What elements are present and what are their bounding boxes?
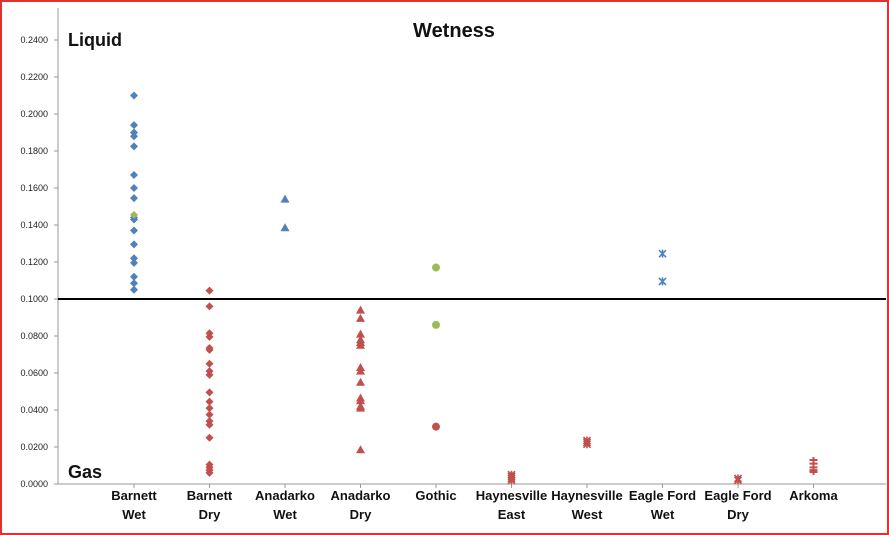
- data-point-diamond: [205, 359, 214, 368]
- data-point-triangle: [356, 313, 365, 322]
- liquid-label: Liquid: [68, 30, 122, 50]
- data-point-diamond: [205, 433, 214, 442]
- x-category-label: West: [572, 507, 603, 522]
- data-point-triangle: [356, 377, 365, 386]
- data-points: [58, 91, 886, 485]
- data-point-diamond: [130, 210, 138, 219]
- x-category-label: Haynesville: [476, 488, 548, 503]
- data-point-diamond: [130, 226, 138, 235]
- data-point-diamond: [205, 468, 214, 477]
- x-category-label: East: [498, 507, 526, 522]
- data-point-triangle: [280, 223, 290, 232]
- data-point-diamond: [205, 410, 214, 419]
- x-category-label: Barnett: [187, 488, 233, 503]
- data-point-diamond: [130, 272, 138, 281]
- data-point-diamond: [130, 142, 138, 151]
- data-point-diamond: [130, 285, 138, 294]
- data-point-triangle: [356, 366, 365, 375]
- data-point-star: [733, 476, 743, 485]
- data-point-diamond: [205, 286, 214, 295]
- y-tick-label: 0.1200: [20, 257, 48, 267]
- data-point-triangle: [280, 194, 290, 203]
- data-point-diamond: [130, 194, 138, 203]
- y-tick-label: 0.0400: [20, 405, 48, 415]
- data-point-diamond: [130, 91, 138, 100]
- data-point-diamond: [205, 420, 214, 429]
- y-tick-label: 0.0800: [20, 331, 48, 341]
- y-tick-label: 0.2200: [20, 72, 48, 82]
- data-point-diamond: [205, 404, 214, 413]
- y-tick-label: 0.1000: [20, 294, 48, 304]
- data-point-triangle: [356, 445, 365, 454]
- data-point-star: [582, 440, 592, 449]
- y-tick-label: 0.2400: [20, 35, 48, 45]
- data-point-circle: [432, 320, 440, 329]
- x-axis: Barnett Wet Barnett Dry Anadarko Wet Anadarko D…: [58, 483, 886, 522]
- data-point-star: [507, 476, 516, 485]
- data-point-diamond: [205, 345, 214, 354]
- x-category-label: Barnett: [111, 488, 157, 503]
- data-point-diamond: [130, 240, 138, 249]
- gas-label: Gas: [68, 462, 102, 482]
- data-point-diamond: [130, 258, 138, 267]
- data-point-diamond: [205, 397, 214, 406]
- y-tick-label: 0.2000: [20, 109, 48, 119]
- data-point-diamond: [130, 132, 138, 141]
- data-point-triangle: [356, 403, 365, 412]
- x-category-label: Dry: [350, 507, 372, 522]
- x-category-label: Wet: [122, 507, 146, 522]
- data-point-star: [658, 277, 667, 286]
- data-point-diamond: [205, 370, 214, 379]
- data-point-diamond: [130, 215, 138, 224]
- data-point-triangle: [356, 396, 365, 405]
- data-point-circle: [432, 263, 440, 272]
- x-category-label: Dry: [727, 507, 749, 522]
- data-point-star: [658, 249, 667, 258]
- data-point-plus: [809, 468, 818, 475]
- y-tick-label: 0.1400: [20, 220, 48, 230]
- x-category-label: Haynesville: [551, 488, 623, 503]
- data-point-diamond: [205, 332, 214, 341]
- data-point-diamond: [130, 171, 138, 180]
- data-point-diamond: [205, 388, 214, 397]
- x-category-label: Eagle Ford: [704, 488, 771, 503]
- chart-title: Wetness: [413, 20, 495, 42]
- x-category-label: Gothic: [415, 488, 456, 503]
- data-point-triangle: [356, 305, 365, 314]
- y-axis: 0.0000 0.0200 0.0400 0.0600 0.0800 0.1000 0.12…: [20, 8, 59, 489]
- data-point-circle: [432, 422, 440, 431]
- y-tick-label: 0.0600: [20, 368, 48, 378]
- y-tick-label: 0.0200: [20, 442, 48, 452]
- data-point-diamond: [205, 302, 214, 311]
- x-category-label: Eagle Ford: [629, 488, 696, 503]
- data-point-diamond: [130, 254, 138, 263]
- y-tick-label: 0.0000: [20, 479, 48, 489]
- data-point-diamond: [130, 279, 138, 288]
- data-point-triangle: [356, 340, 365, 349]
- x-category-label: Anadarko: [331, 488, 391, 503]
- x-category-label: Wet: [651, 507, 675, 522]
- y-tick-label: 0.1600: [20, 183, 48, 193]
- data-point-triangle: [356, 329, 365, 338]
- x-category-label: Wet: [273, 507, 297, 522]
- y-tick-label: 0.1800: [20, 146, 48, 156]
- x-category-label: Dry: [199, 507, 221, 522]
- x-category-label: Arkoma: [789, 488, 838, 503]
- data-point-diamond: [130, 121, 138, 130]
- data-point-diamond: [130, 184, 138, 192]
- x-category-label: Anadarko: [255, 488, 315, 503]
